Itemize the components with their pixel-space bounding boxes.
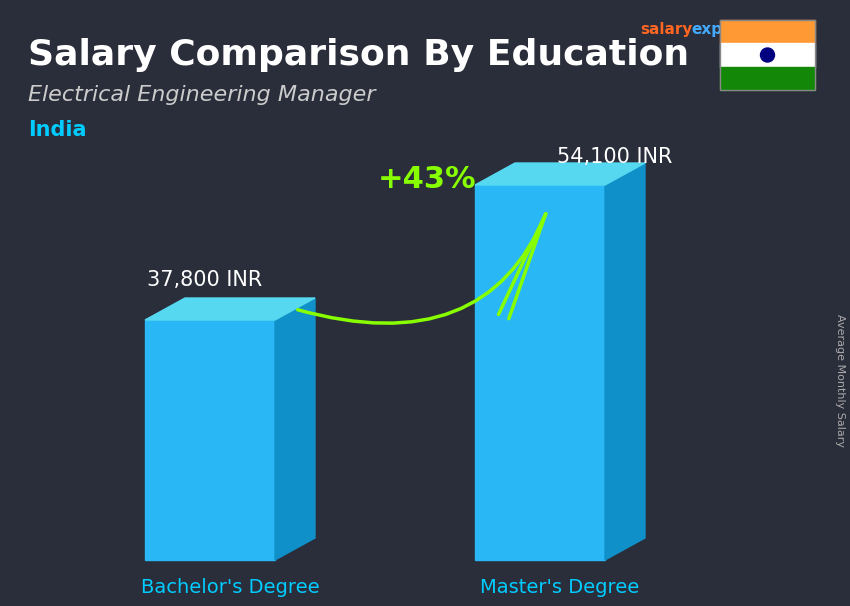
- Text: Salary Comparison By Education: Salary Comparison By Education: [28, 38, 689, 72]
- Polygon shape: [145, 320, 275, 560]
- Text: Electrical Engineering Manager: Electrical Engineering Manager: [28, 85, 376, 105]
- Text: Average Monthly Salary: Average Monthly Salary: [835, 313, 845, 447]
- Polygon shape: [605, 163, 645, 560]
- Bar: [720, 67, 815, 90]
- Text: Master's Degree: Master's Degree: [480, 578, 639, 597]
- Text: 54,100 INR: 54,100 INR: [558, 147, 672, 167]
- Text: Bachelor's Degree: Bachelor's Degree: [141, 578, 320, 597]
- Bar: [720, 20, 815, 44]
- Circle shape: [761, 48, 774, 62]
- Polygon shape: [475, 163, 645, 185]
- Text: salary: salary: [640, 22, 693, 37]
- Bar: [720, 20, 815, 90]
- Polygon shape: [275, 298, 315, 560]
- Text: .com: .com: [750, 22, 791, 37]
- Text: India: India: [28, 120, 87, 140]
- Text: explorer: explorer: [691, 22, 763, 37]
- Text: +43%: +43%: [378, 164, 477, 193]
- Polygon shape: [475, 185, 605, 560]
- Polygon shape: [145, 298, 315, 320]
- Bar: [720, 44, 815, 67]
- Text: 37,800 INR: 37,800 INR: [147, 270, 263, 290]
